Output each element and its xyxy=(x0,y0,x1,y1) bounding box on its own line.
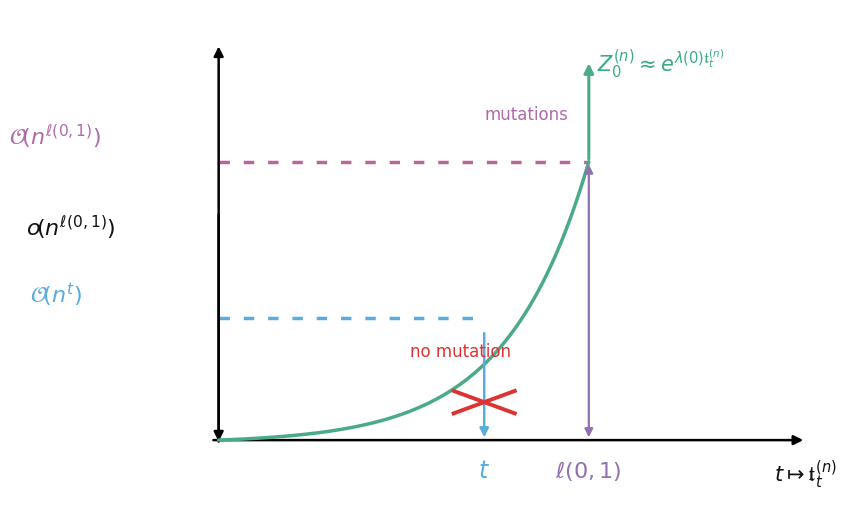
Text: $Z_0^{(n)} \approx e^{\lambda(0)\mathfrak{t}_t^{(n)}}$: $Z_0^{(n)} \approx e^{\lambda(0)\mathfra… xyxy=(597,48,724,81)
Text: $\mathcal{O}\!\left(n^{\ell(0,1)}\right)$: $\mathcal{O}\!\left(n^{\ell(0,1)}\right)… xyxy=(9,123,102,150)
Text: $o\!\left(n^{\ell(0,1)}\right)$: $o\!\left(n^{\ell(0,1)}\right)$ xyxy=(25,213,115,241)
Text: $t$: $t$ xyxy=(478,459,490,483)
Text: $\mathcal{O}\!\left(n^{t}\right)$: $\mathcal{O}\!\left(n^{t}\right)$ xyxy=(30,281,81,309)
Text: $\ell(0,1)$: $\ell(0,1)$ xyxy=(555,459,622,483)
Text: $t \mapsto \mathfrak{t}_t^{(n)}$: $t \mapsto \mathfrak{t}_t^{(n)}$ xyxy=(774,459,838,491)
Text: mutations: mutations xyxy=(485,106,569,124)
Text: no mutation: no mutation xyxy=(410,343,510,361)
